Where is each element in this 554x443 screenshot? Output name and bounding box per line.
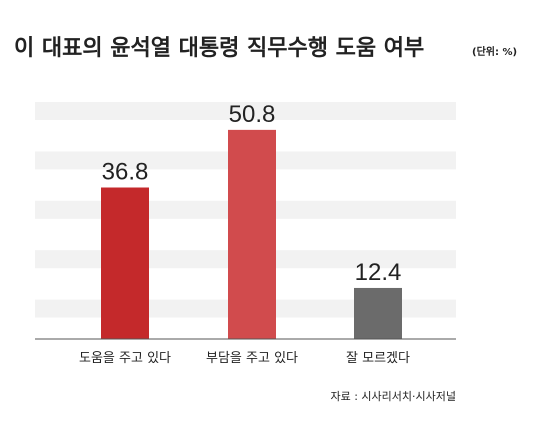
source-note: 자료 : 시사리서치·시사저널: [330, 390, 456, 403]
bar: [228, 129, 276, 339]
category-label: 부담을 주고 있다: [206, 351, 298, 366]
bars: [101, 129, 402, 339]
unit-note: (단위: %): [472, 45, 517, 58]
bar: [101, 187, 149, 339]
value-label: 36.8: [102, 159, 149, 186]
chart-title: 이 대표의 윤석열 대통령 직무수행 도움 여부: [14, 36, 424, 61]
value-label: 50.8: [229, 101, 276, 128]
bar: [354, 287, 402, 339]
category-labels: 도움을 주고 있다 부담을 주고 있다 잘 모르겠다: [79, 351, 410, 366]
category-label: 잘 모르겠다: [346, 351, 410, 366]
background-band: [35, 102, 456, 120]
value-label: 12.4: [355, 259, 402, 286]
category-label: 도움을 주고 있다: [79, 351, 171, 366]
value-labels: 36.8 50.8 12.4: [102, 101, 402, 286]
